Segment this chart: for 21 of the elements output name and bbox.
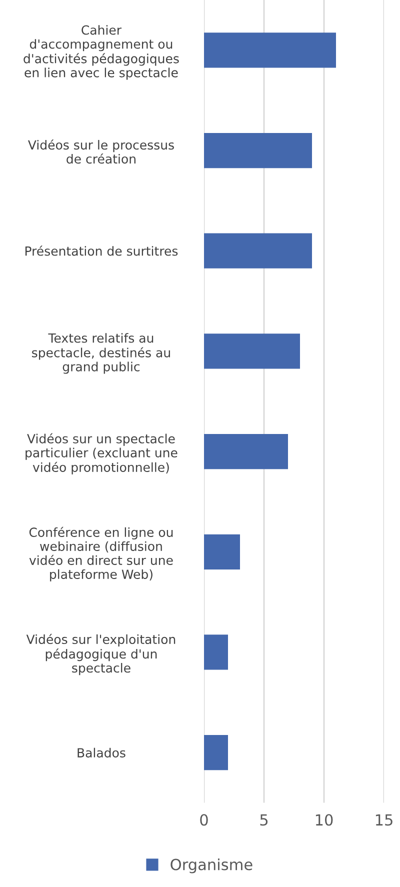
y-tick-label: Conférence en ligne ou webinaire (diffusion vidéo en direct sur une plateforme Web) — [29, 526, 173, 582]
y-tick-label: Présentation de surtitres — [25, 246, 178, 256]
bar — [204, 233, 312, 268]
bar — [204, 534, 240, 570]
bar — [204, 735, 228, 770]
bar — [204, 132, 312, 168]
y-tick-label: Cahier d'accompagnement ou d'activités pédagogiques en lien avec le spectacle — [24, 25, 179, 80]
y-tick-label: Vidéos sur l'exploitation pédagogique d'un spectacle — [26, 634, 176, 676]
x-tick-label: 5 — [260, 814, 268, 826]
bar — [204, 434, 288, 470]
legend-label: Organisme — [170, 858, 252, 874]
y-tick-label: Vidéos sur le processus de création — [28, 139, 174, 164]
y-tick-label: Textes relatifs au spectacle, destinés au grand public — [32, 333, 170, 374]
bar — [204, 334, 300, 369]
y-tick-label: Vidéos sur un spectacle particulier (excluant une vidéo promotionnelle) — [26, 433, 178, 474]
x-tick-label: 10 — [316, 814, 333, 826]
x-tick-label: 0 — [200, 814, 208, 826]
x-tick-label: 15 — [376, 814, 392, 826]
bar — [204, 32, 336, 68]
bar — [204, 634, 228, 670]
y-tick-label: Balados — [78, 748, 126, 758]
